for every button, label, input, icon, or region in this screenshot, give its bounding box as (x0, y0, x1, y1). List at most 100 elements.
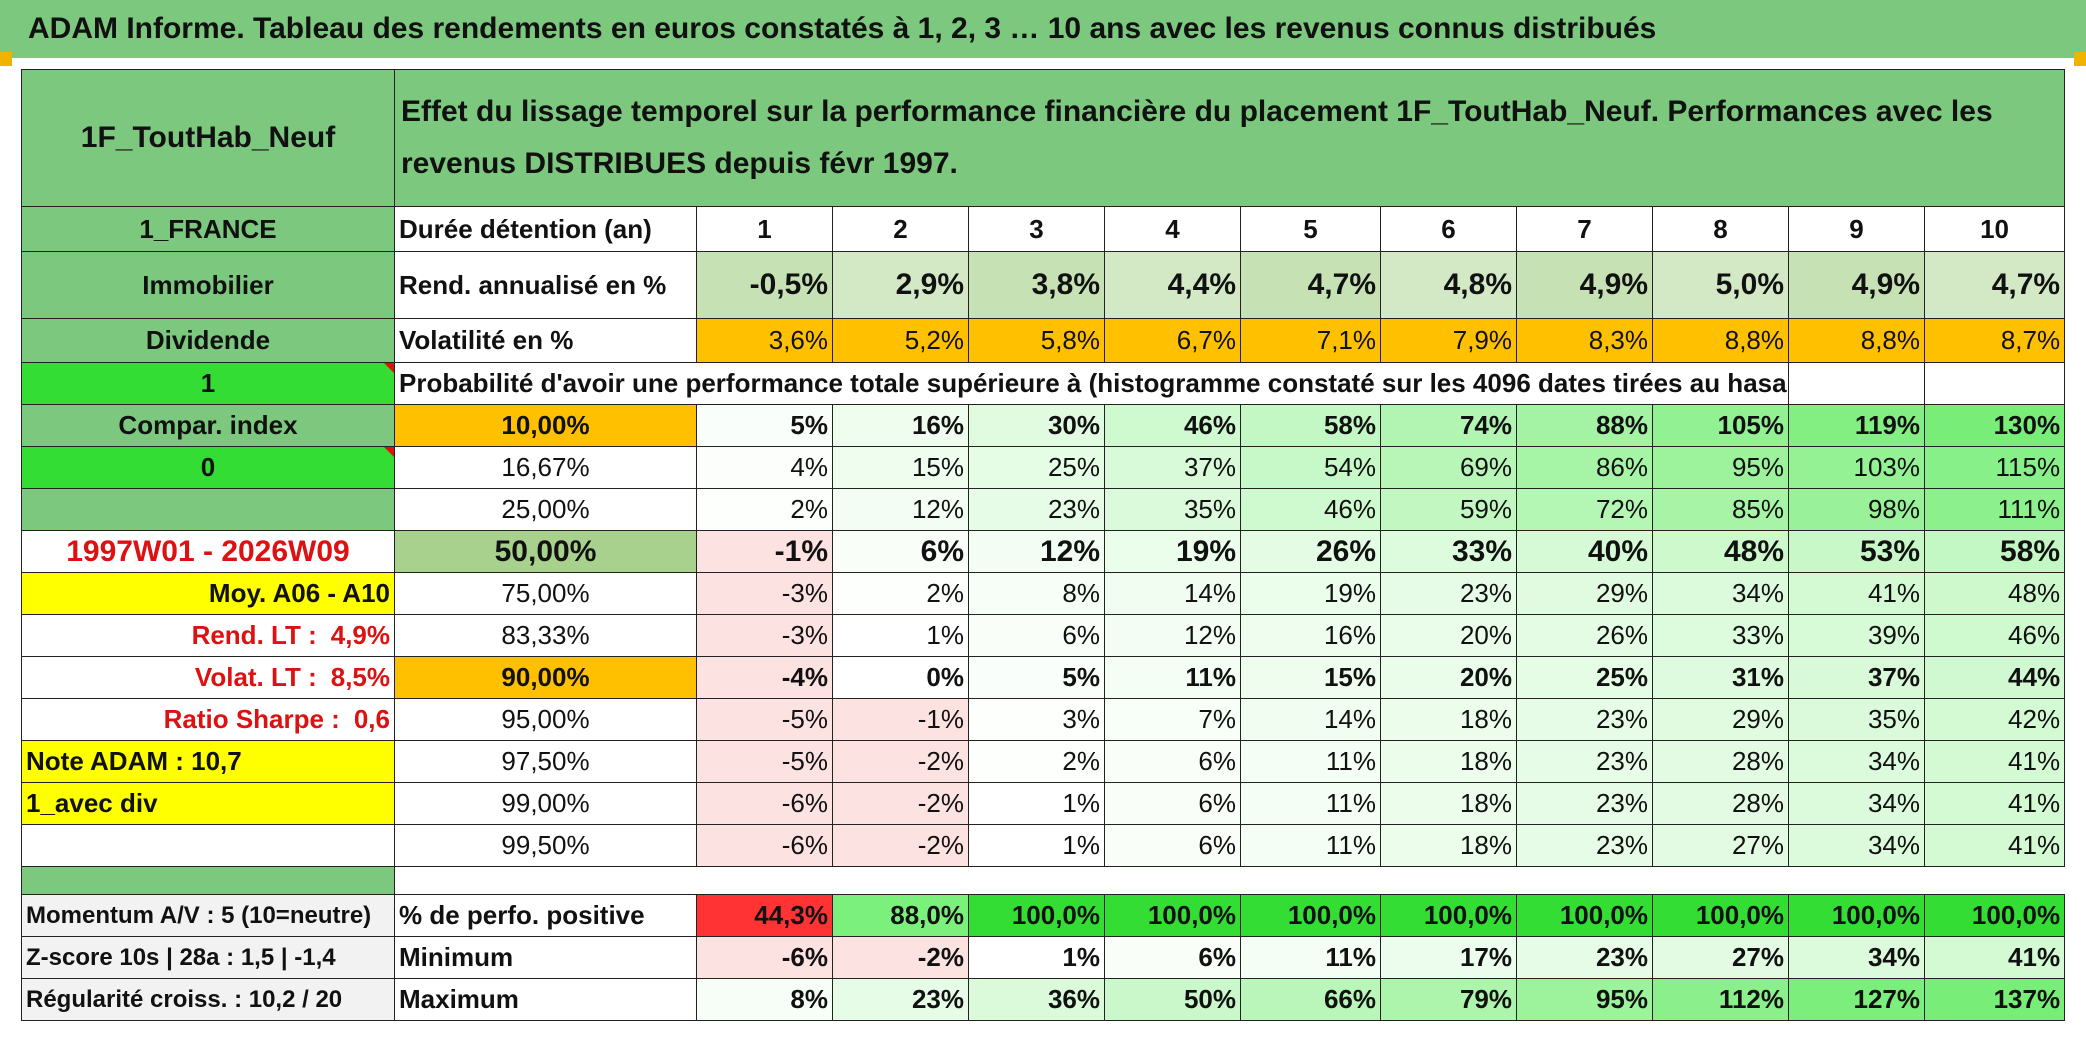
bottom-value: 100,0% (1104, 894, 1241, 937)
bottom-value: 79% (1380, 978, 1517, 1021)
flag1-cell[interactable]: 1 (21, 362, 395, 405)
probability-value: 44% (1923, 656, 2066, 699)
probability-value: 34% (1788, 740, 1925, 783)
probability-value: 48% (1923, 572, 2066, 615)
probability-value: 48% (1652, 530, 1789, 573)
header-description: Effet du lissage temporel sur la perform… (393, 69, 2066, 207)
volat-value: 3,6% (696, 318, 833, 363)
rend-label: Rend. annualisé en % (394, 251, 697, 319)
probability-value: 88% (1516, 404, 1653, 447)
empty-cell (21, 824, 395, 867)
volat-label: Volatilité en % (394, 318, 697, 363)
probability-value: 11% (1240, 740, 1381, 783)
probability-value: -2% (832, 824, 969, 867)
probability-value: -6% (696, 824, 833, 867)
gap-cell (395, 867, 2065, 895)
probability-value: -5% (696, 698, 833, 741)
probability-value: 59% (1380, 488, 1517, 531)
probability-value: 37% (1788, 656, 1925, 699)
bottom-value: 23% (832, 978, 969, 1021)
rend-value: 4,4% (1104, 251, 1241, 319)
empty-green-cell (21, 866, 395, 895)
avec-div-cell: 1_avec div (21, 782, 395, 825)
volat-value: 8,3% (1516, 318, 1653, 363)
bottom-value: 23% (1516, 936, 1653, 979)
bottom-value: 44,3% (696, 894, 833, 937)
rend-value: 4,9% (1788, 251, 1925, 319)
probability-value: 28% (1652, 740, 1789, 783)
probability-value: 46% (1240, 488, 1381, 531)
volat-value: 5,2% (832, 318, 969, 363)
probability-value: 23% (1516, 740, 1653, 783)
probability-threshold: 99,00% (394, 782, 697, 825)
corner-marker (0, 52, 12, 66)
probability-value: 2% (968, 740, 1105, 783)
performance-table: 1F_ToutHab_Neuf Effet du lissage tempore… (21, 69, 2066, 1021)
probability-value: 46% (1104, 404, 1241, 447)
probability-value: 98% (1788, 488, 1925, 531)
bottom-value: 100,0% (1240, 894, 1381, 937)
volat-value: 8,7% (1923, 318, 2066, 363)
probability-value: 54% (1240, 446, 1381, 489)
probability-value: 115% (1923, 446, 2066, 489)
probability-value: 6% (1104, 782, 1241, 825)
flag2-cell[interactable]: 0 (21, 446, 395, 489)
probability-value: 41% (1788, 572, 1925, 615)
minimum-label: Minimum (394, 936, 697, 979)
bottom-value: 100,0% (1788, 894, 1925, 937)
probability-value: 26% (1516, 614, 1653, 657)
probability-value: 35% (1788, 698, 1925, 741)
year-header: 1 (696, 206, 833, 252)
volat-value: 7,9% (1380, 318, 1517, 363)
bottom-value: 36% (968, 978, 1105, 1021)
probability-value: 85% (1652, 488, 1789, 531)
probability-threshold: 90,00% (394, 656, 697, 699)
rend-value: 5,0% (1652, 251, 1789, 319)
probability-label: Probabilité d'avoir une performance tota… (394, 362, 1789, 405)
probability-value: 105% (1652, 404, 1789, 447)
bottom-value: 100,0% (1380, 894, 1517, 937)
probability-value: 14% (1240, 698, 1381, 741)
bottom-value: 100,0% (1923, 894, 2066, 937)
probability-value: 15% (1240, 656, 1381, 699)
probability-value: 20% (1380, 614, 1517, 657)
left-value: 4,9% (330, 620, 390, 650)
year-header: 7 (1516, 206, 1653, 252)
rend-value: 2,9% (832, 251, 969, 319)
probability-value: 18% (1380, 740, 1517, 783)
probability-value: 23% (1516, 698, 1653, 741)
probability-threshold: 97,50% (394, 740, 697, 783)
probability-value: 29% (1652, 698, 1789, 741)
moy-cell: Moy. A06 - A10 (21, 572, 395, 615)
year-header: 3 (968, 206, 1105, 252)
bottom-value: 112% (1652, 978, 1789, 1021)
probability-value: 20% (1380, 656, 1517, 699)
probability-value: 34% (1652, 572, 1789, 615)
probability-value: 2% (696, 488, 833, 531)
year-header: 9 (1788, 206, 1925, 252)
probability-value: 6% (1104, 740, 1241, 783)
probability-value: 34% (1788, 824, 1925, 867)
probability-value: 23% (1380, 572, 1517, 615)
probability-value: 11% (1104, 656, 1241, 699)
probability-value: 58% (1240, 404, 1381, 447)
volat-value: 8,8% (1788, 318, 1925, 363)
probability-value: 23% (1516, 782, 1653, 825)
left-label: Ratio Sharpe : (163, 704, 340, 734)
regularite-cell: Régularité croiss. : 10,2 / 20 (21, 978, 395, 1021)
year-header: 8 (1652, 206, 1789, 252)
perf-positive-label: % de perfo. positive (394, 894, 697, 937)
probability-value: 3% (968, 698, 1105, 741)
duration-label: Durée détention (an) (394, 206, 697, 252)
probability-value: -3% (696, 572, 833, 615)
probability-value: 41% (1923, 782, 2066, 825)
probability-value: 19% (1240, 572, 1381, 615)
report-title: ADAM Informe. Tableau des rendements en … (0, 0, 2086, 58)
probability-value: 1% (968, 782, 1105, 825)
probability-value: 31% (1652, 656, 1789, 699)
volat-lt-cell: Volat. LT : 8,5% (21, 656, 395, 699)
probability-value: -2% (832, 782, 969, 825)
probability-value: 25% (968, 446, 1105, 489)
zscore-cell: Z-score 10s | 28a : 1,5 | -1,4 (21, 936, 395, 979)
left-value: 0,6 (353, 704, 390, 734)
